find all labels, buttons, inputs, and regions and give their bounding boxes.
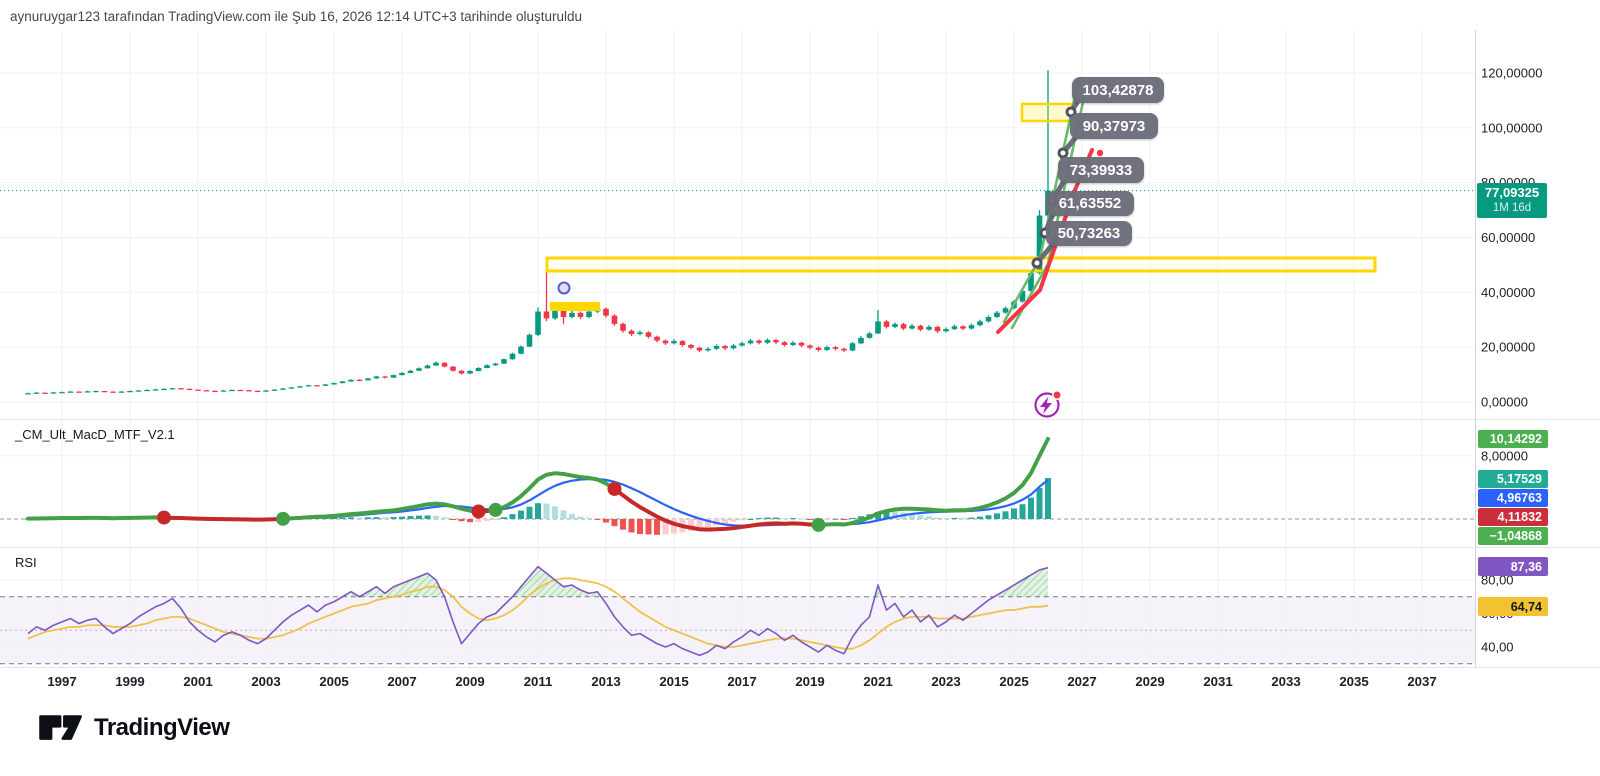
time-axis-label: 1999 bbox=[115, 674, 144, 689]
time-axis-label: 2017 bbox=[727, 674, 756, 689]
price-axis-tick: 120,00000 bbox=[1481, 65, 1542, 80]
time-axis-label: 2007 bbox=[387, 674, 416, 689]
price-label-bubble-2[interactable]: 90,37973 bbox=[1070, 113, 1158, 139]
tradingview-logo-text: TradingView bbox=[94, 714, 230, 741]
time-axis-label: 2033 bbox=[1271, 674, 1300, 689]
rsi-axis-tick: 40,00 bbox=[1481, 640, 1514, 655]
macd-aux-red-badge: 4,11832 bbox=[1478, 508, 1548, 526]
macd-aux-green-badge: −1,04868 bbox=[1478, 527, 1548, 545]
time-axis-label: 2011 bbox=[524, 674, 553, 689]
time-axis-label: 2003 bbox=[251, 674, 280, 689]
tradingview-logo[interactable]: TradingView bbox=[38, 710, 230, 746]
time-axis-label: 2023 bbox=[931, 674, 960, 689]
macd-value-badge: 10,14292 bbox=[1478, 430, 1548, 448]
rsi-axis-tick: 80,00 bbox=[1481, 573, 1514, 588]
current-price-value: 77,09325 bbox=[1484, 185, 1540, 201]
price-axis-tick: 0,00000 bbox=[1481, 395, 1528, 410]
time-axis-label: 2021 bbox=[863, 674, 892, 689]
time-axis-label: 2035 bbox=[1339, 674, 1368, 689]
price-axis-tick: 60,00000 bbox=[1481, 230, 1535, 245]
price-axis-tick: 40,00000 bbox=[1481, 285, 1535, 300]
time-axis-label: 2029 bbox=[1135, 674, 1164, 689]
price-label-bubble-4[interactable]: 61,63552 bbox=[1046, 191, 1134, 216]
current-price-badge: 77,09325 1M 16d bbox=[1477, 183, 1547, 218]
time-axis-label: 2015 bbox=[659, 674, 688, 689]
price-label-bubble-3[interactable]: 73,39933 bbox=[1058, 157, 1144, 183]
time-axis-label: 2019 bbox=[795, 674, 824, 689]
time-axis-label: 2027 bbox=[1067, 674, 1096, 689]
time-axis-label: 2031 bbox=[1203, 674, 1232, 689]
bar-countdown: 1M 16d bbox=[1492, 202, 1532, 215]
macd-indicator-title[interactable]: _CM_Ult_MacD_MTF_V2.1 bbox=[15, 427, 175, 442]
time-axis-label: 2037 bbox=[1407, 674, 1436, 689]
macd-axis-tick: 8,00000 bbox=[1481, 448, 1528, 463]
rsi-value-badge: 87,36 bbox=[1478, 557, 1548, 576]
rsi-indicator-title[interactable]: RSI bbox=[15, 555, 37, 570]
alert-dot-icon bbox=[1052, 390, 1062, 400]
time-axis-label: 1997 bbox=[47, 674, 76, 689]
price-axis-tick: 20,00000 bbox=[1481, 340, 1535, 355]
price-axis-tick: 100,00000 bbox=[1481, 120, 1542, 135]
time-axis-label: 2013 bbox=[591, 674, 620, 689]
macd-hist-badge: 5,17529 bbox=[1478, 470, 1548, 488]
attribution-text: aynuruygar123 tarafından TradingView.com… bbox=[10, 9, 582, 24]
tradingview-logo-icon bbox=[39, 715, 82, 740]
rsi-ma-badge: 64,74 bbox=[1478, 597, 1548, 616]
time-axis-label: 2005 bbox=[319, 674, 348, 689]
time-axis-label: 2009 bbox=[455, 674, 484, 689]
time-axis-label: 2001 bbox=[183, 674, 212, 689]
price-label-bubble-5[interactable]: 50,73263 bbox=[1046, 221, 1132, 246]
flash-icon[interactable] bbox=[1031, 387, 1065, 421]
lightning-bolt-icon bbox=[1040, 397, 1052, 414]
price-label-bubble-1[interactable]: 103,42878 bbox=[1072, 77, 1164, 103]
time-axis-label: 2025 bbox=[999, 674, 1028, 689]
macd-signal-badge: 4,96763 bbox=[1478, 489, 1548, 507]
